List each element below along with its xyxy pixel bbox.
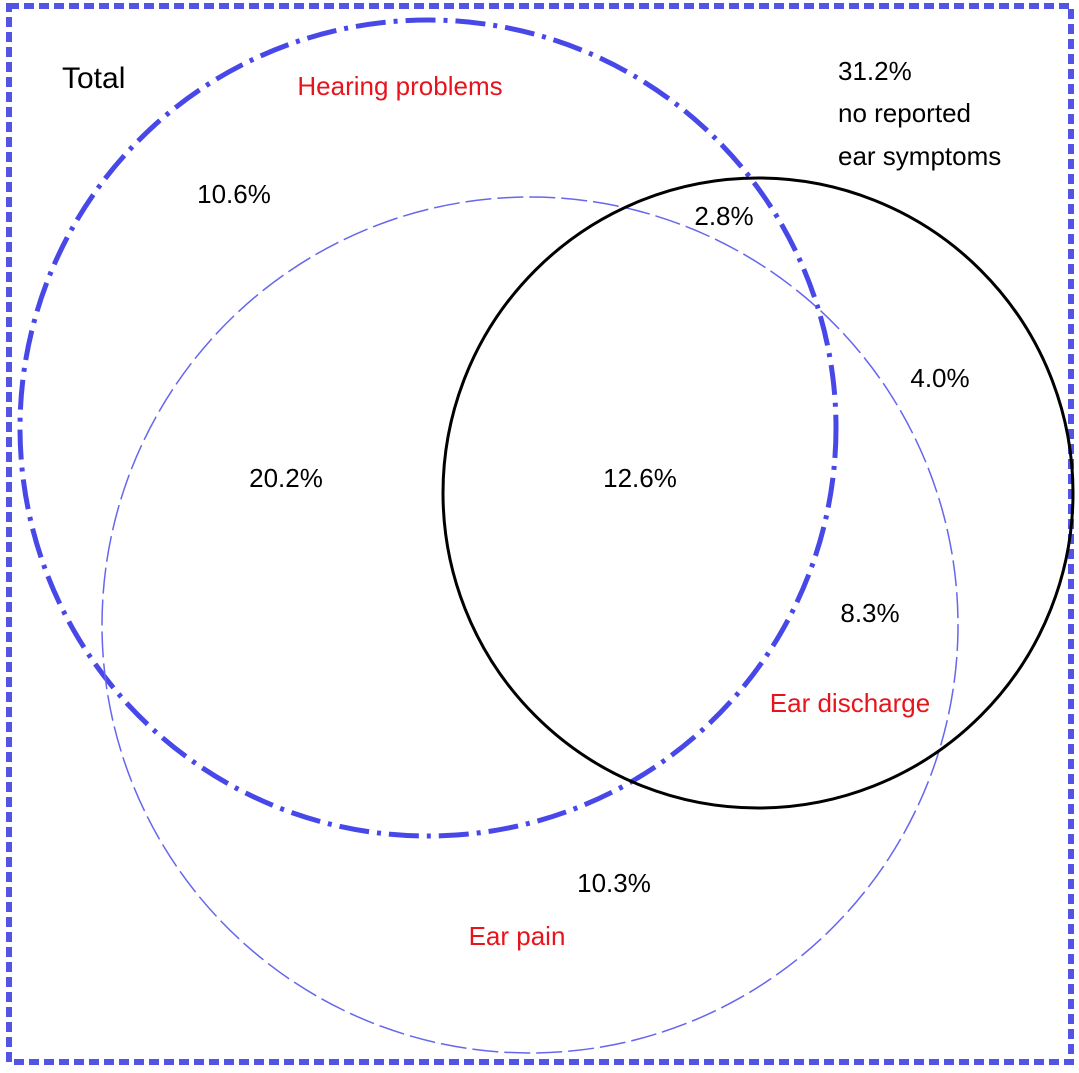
set-label: Hearing problems [297, 71, 502, 101]
region-label: 20.2% [249, 463, 323, 493]
ear-discharge-circle [441, 176, 1075, 810]
region-label: 4.0% [910, 363, 969, 393]
total-label: Total [62, 62, 125, 95]
region-label: 8.3% [840, 598, 899, 628]
region-label: 10.3% [577, 868, 651, 898]
outside-text: no reported [838, 98, 971, 128]
set-label: Ear discharge [770, 688, 930, 718]
region-label: 10.6% [197, 179, 271, 209]
region-label: 12.6% [603, 463, 677, 493]
ear-pain-circle [101, 196, 959, 1054]
outside-text: ear symptoms [838, 141, 1001, 171]
region-label: 2.8% [694, 201, 753, 231]
hearing-problems-circle [17, 17, 839, 839]
outside-value: 31.2% [838, 56, 912, 86]
set-label: Ear pain [469, 921, 566, 951]
